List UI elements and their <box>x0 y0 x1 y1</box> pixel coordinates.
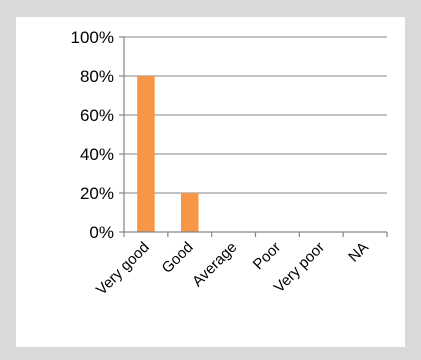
y-tick-label: 0% <box>89 223 114 242</box>
bar <box>180 193 199 232</box>
gridlines <box>124 36 387 194</box>
x-tick-label: Very good <box>93 239 153 299</box>
y-tick-label: 100% <box>71 28 114 47</box>
x-tick-label: Poor <box>250 239 284 273</box>
y-tick-label: 20% <box>80 184 114 203</box>
x-tick-label: Average <box>189 239 240 290</box>
chart-panel: 0% 20% 40% 60% 80% 100% Very good Good Average Po… <box>16 17 405 347</box>
bar <box>137 76 155 232</box>
bars <box>137 76 199 232</box>
y-tick-label: 60% <box>80 106 114 125</box>
x-tick-label: NA <box>345 239 372 266</box>
axes <box>119 36 388 237</box>
y-tick-label: 80% <box>80 67 114 86</box>
x-tick-label: Good <box>159 239 197 277</box>
y-tick-label: 40% <box>80 145 114 164</box>
